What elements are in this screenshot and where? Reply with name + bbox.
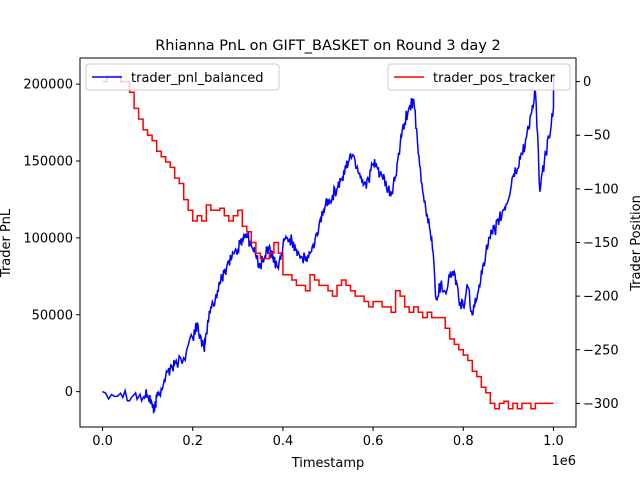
left-y-axis: 0 50000 100000 150000 200000 — [23, 78, 80, 400]
x-tick-label-0: 0.0 — [92, 434, 113, 449]
left-tick-label-3: 150000 — [23, 155, 73, 170]
legend-position-label: trader_pos_tracker — [433, 71, 556, 86]
left-tick-label-2: 100000 — [23, 231, 73, 246]
x-tick-label-3: 0.6 — [363, 434, 384, 449]
right-tick-label-3: −150 — [583, 236, 619, 251]
right-y-axis-label: Trader Position — [629, 195, 640, 292]
series-layer — [102, 75, 555, 414]
right-tick-label-2: −100 — [583, 182, 619, 197]
x-tick-label-2: 0.4 — [273, 434, 294, 449]
plot-area — [79, 57, 577, 428]
right-tick-label-0: 0 — [583, 75, 591, 90]
legend-pnl-box — [85, 63, 280, 91]
series-line-position — [102, 75, 554, 410]
plot-frame — [80, 58, 576, 427]
x-tick-label-1: 0.2 — [182, 434, 203, 449]
x-tick-label-4: 0.8 — [453, 434, 474, 449]
x-axis-label: Timestamp — [291, 456, 365, 471]
left-tick-label-4: 200000 — [23, 78, 73, 93]
right-tick-label-1: −50 — [583, 129, 610, 144]
right-y-axis: 0 −50 −100 −150 −200 −250 −300 — [576, 75, 619, 412]
x-axis-offset-label: 1e6 — [551, 454, 576, 469]
right-tick-label-5: −250 — [583, 343, 619, 358]
legend-position: trader_pos_tracker — [387, 63, 571, 91]
x-tick-label-5: 1.0 — [543, 434, 564, 449]
legend-pnl-label: trader_pnl_balanced — [131, 71, 264, 86]
right-tick-label-4: −200 — [583, 290, 619, 305]
series-line-pnl — [102, 76, 555, 414]
x-axis: 0.0 0.2 0.4 0.6 0.8 1.0 — [92, 427, 564, 449]
left-y-axis-label: Trader PnL — [0, 208, 14, 278]
left-tick-label-0: 0 — [65, 385, 73, 400]
right-tick-label-6: −300 — [583, 397, 619, 412]
legend-position-box — [387, 63, 571, 91]
chart-title: Rhianna PnL on GIFT_BASKET on Round 3 da… — [155, 38, 501, 54]
left-tick-label-1: 50000 — [32, 308, 73, 323]
legend-pnl: trader_pnl_balanced — [85, 63, 280, 91]
